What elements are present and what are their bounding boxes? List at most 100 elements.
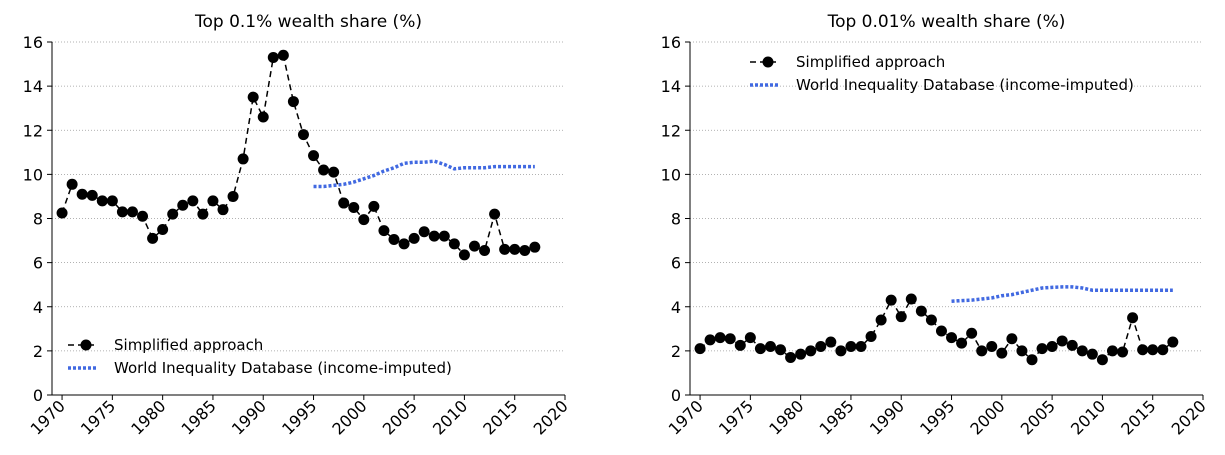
- data-point: [167, 208, 179, 220]
- y-tick-label: 10: [23, 165, 43, 184]
- data-point: [1056, 335, 1068, 347]
- data-point: [1006, 333, 1018, 345]
- data-point: [905, 293, 917, 305]
- data-point: [1076, 345, 1088, 357]
- data-point: [1127, 312, 1139, 324]
- data-point: [147, 232, 159, 244]
- data-point: [489, 208, 501, 220]
- data-point: [996, 347, 1008, 359]
- data-point: [1167, 336, 1179, 348]
- data-point: [267, 51, 279, 63]
- data-point: [815, 340, 827, 352]
- data-point: [308, 150, 320, 162]
- data-point: [96, 195, 108, 207]
- data-point: [297, 129, 309, 141]
- data-point: [734, 339, 746, 351]
- chart-title: Top 0.01% wealth share (%): [827, 12, 1066, 32]
- y-tick-label: 6: [33, 254, 43, 273]
- data-point: [358, 214, 370, 226]
- data-point: [694, 343, 706, 355]
- y-tick-label: 0: [671, 386, 681, 405]
- data-point: [247, 91, 259, 103]
- data-point: [388, 233, 400, 245]
- x-tick-label: 1995: [916, 396, 958, 438]
- data-point: [116, 206, 128, 218]
- x-tick-label: 1975: [77, 396, 119, 438]
- data-point: [76, 188, 88, 200]
- data-point: [509, 243, 521, 255]
- data-point: [257, 111, 269, 123]
- data-point: [835, 345, 847, 357]
- x-tick-label: 2005: [379, 396, 421, 438]
- data-point: [368, 200, 380, 212]
- x-tick-label: 1990: [228, 396, 270, 438]
- data-point: [704, 334, 716, 346]
- y-tick-label: 4: [671, 298, 681, 317]
- y-tick-label: 14: [661, 77, 681, 96]
- data-point: [946, 332, 958, 344]
- data-point: [925, 314, 937, 326]
- data-point: [328, 166, 340, 178]
- data-point: [207, 195, 219, 207]
- data-point: [1086, 348, 1098, 360]
- data-point: [895, 311, 907, 323]
- data-point: [754, 343, 766, 355]
- data-point: [1157, 344, 1169, 356]
- y-tick-label: 4: [33, 298, 43, 317]
- y-tick-label: 2: [33, 342, 43, 361]
- y-tick-label: 0: [33, 386, 43, 405]
- x-tick-label: 1995: [278, 396, 320, 438]
- data-point: [86, 189, 98, 201]
- data-point: [408, 232, 420, 244]
- x-tick-label: 1975: [715, 396, 757, 438]
- data-point: [1046, 340, 1058, 352]
- data-point: [428, 230, 440, 242]
- y-tick-label: 16: [661, 33, 681, 52]
- data-point: [318, 164, 330, 176]
- y-tick-label: 12: [23, 121, 43, 140]
- series-line: [61, 54, 536, 256]
- data-point: [418, 226, 430, 238]
- data-point: [805, 345, 817, 357]
- x-tick-label: 1985: [816, 396, 858, 438]
- data-point: [1137, 344, 1149, 356]
- y-tick-label: 12: [661, 121, 681, 140]
- data-point: [348, 201, 360, 213]
- data-point: [499, 243, 511, 255]
- data-point: [197, 208, 209, 220]
- series-line: [951, 285, 1173, 303]
- data-point: [865, 331, 877, 343]
- x-tick-label: 2000: [328, 396, 370, 438]
- x-tick-label: 2020: [1168, 396, 1210, 438]
- data-point: [287, 96, 299, 108]
- data-point: [1147, 344, 1159, 356]
- data-point: [177, 199, 189, 211]
- data-point: [398, 238, 410, 250]
- data-point: [1117, 346, 1129, 358]
- data-point: [529, 241, 541, 253]
- data-point: [106, 195, 118, 207]
- chart-title: Top 0.1% wealth share (%): [194, 12, 422, 32]
- data-point: [237, 153, 249, 165]
- x-tick-label: 1980: [765, 396, 807, 438]
- data-point: [764, 340, 776, 352]
- data-point: [976, 345, 988, 357]
- legend-label: World Inequality Database (income-impute…: [796, 76, 1134, 94]
- legend-label: World Inequality Database (income-impute…: [114, 359, 452, 377]
- data-point: [1096, 354, 1108, 366]
- data-point: [744, 332, 756, 344]
- data-point: [714, 332, 726, 344]
- data-point: [956, 337, 968, 349]
- x-tick-label: 1980: [127, 396, 169, 438]
- data-point: [845, 340, 857, 352]
- x-tick-label: 2010: [1067, 396, 1109, 438]
- data-point: [187, 195, 199, 207]
- series-line: [313, 159, 535, 189]
- data-point: [458, 249, 470, 261]
- data-point: [519, 244, 531, 256]
- data-point: [217, 204, 229, 216]
- x-tick-label: 2005: [1017, 396, 1059, 438]
- x-tick-label: 2015: [479, 396, 521, 438]
- data-point: [277, 49, 289, 61]
